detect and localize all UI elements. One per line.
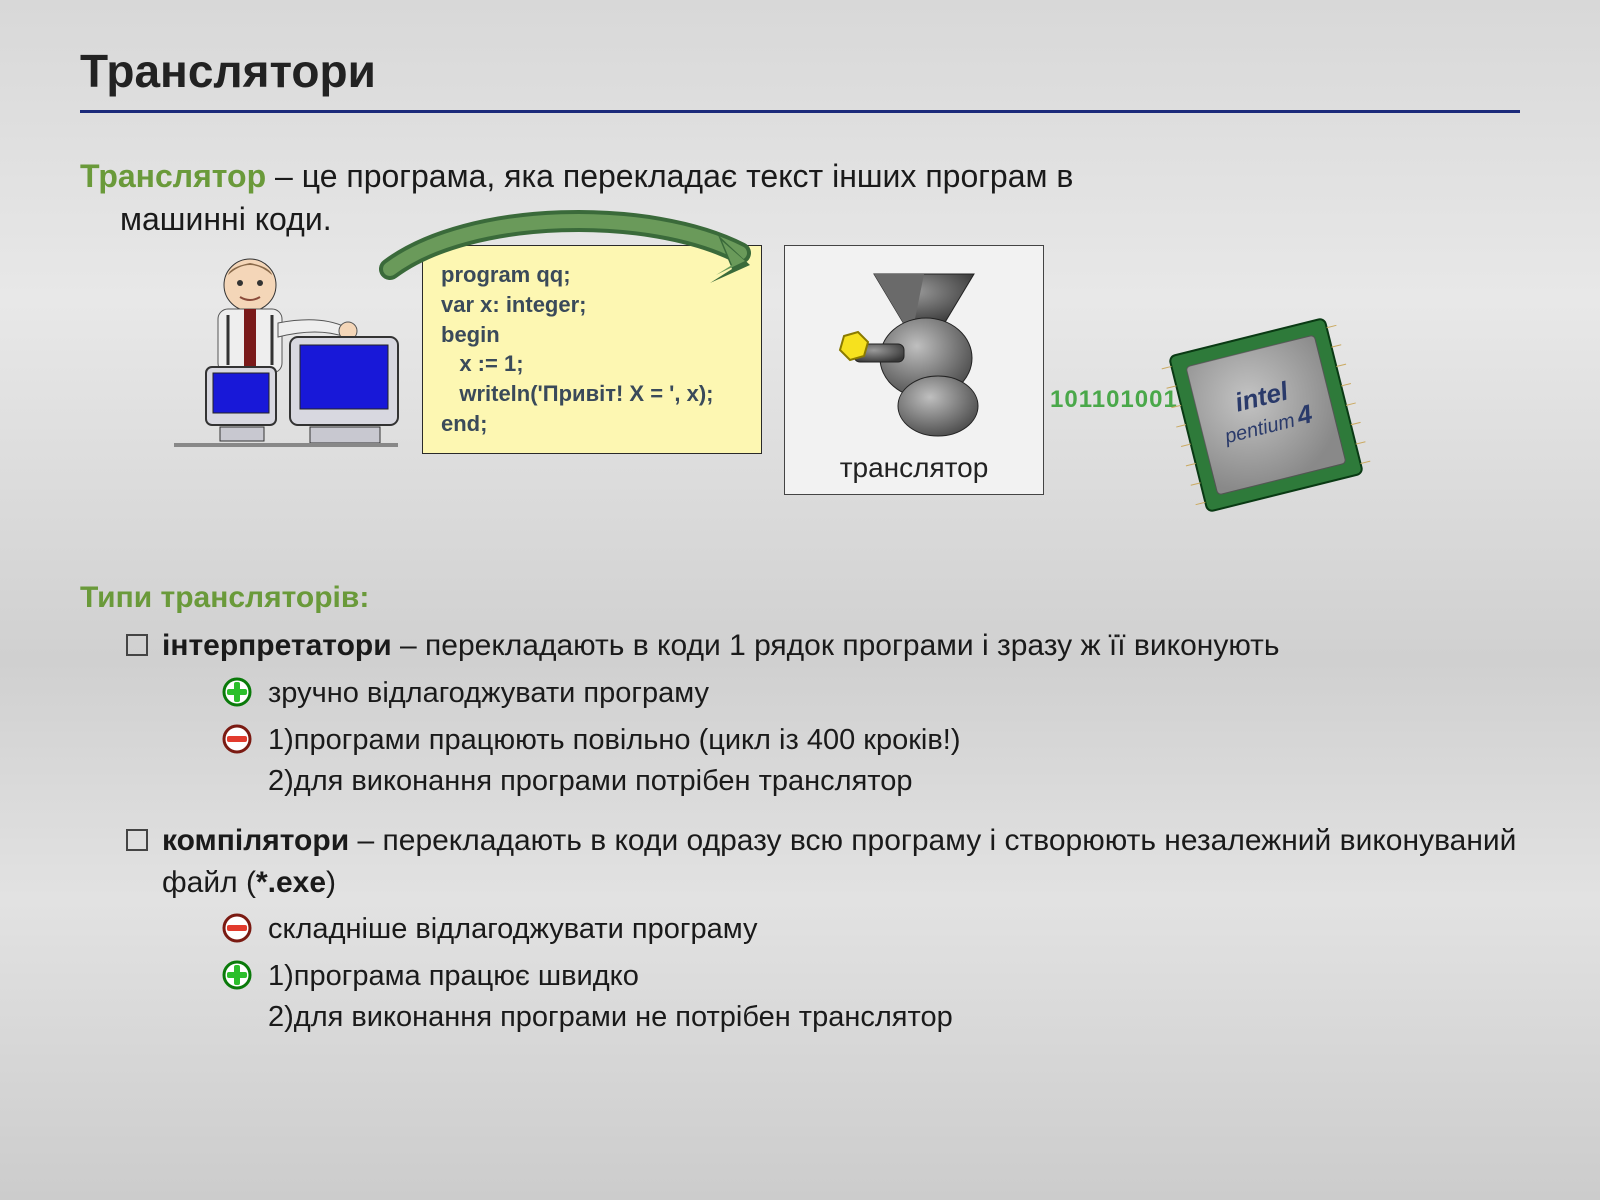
source-code-box: program qq; var x: integer; begin x := 1… [422, 245, 762, 453]
plus-icon [222, 960, 252, 990]
interpreters-rest: – перекладають в коди 1 рядок програми і… [392, 629, 1280, 662]
translator-box-label: транслятор [840, 452, 989, 484]
plus-icon [222, 677, 252, 707]
compilers-exe: *.exe [256, 866, 326, 899]
intro-paragraph: Транслятор – це програма, яка перекладає… [80, 155, 1520, 241]
cpu-chip-icon: intel pentium4 [1156, 305, 1376, 525]
compilers-plus-1: програма працює швидко [294, 960, 639, 992]
checkbox-icon [126, 829, 148, 851]
interpreters-term: інтерпретатори [162, 629, 392, 662]
compilers-minus-text: складніше відлагоджувати програму [268, 909, 757, 950]
interpreters-plus-row: зручно відлагоджувати програму [80, 673, 1520, 714]
compilers-rest-a: – перекладають в коди одразу всю програм… [162, 824, 1516, 898]
term-translator: Транслятор [80, 158, 266, 194]
interpreters-minus-1: програми працюють повільно (цикл із 400 … [294, 724, 961, 756]
illustration-row: program qq; var x: integer; begin x := 1… [170, 245, 1520, 525]
bullet-compilers: компілятори – перекладають в коди одразу… [80, 820, 1520, 903]
checkbox-icon [126, 634, 148, 656]
compilers-plus-row: 1)програма працює швидко 2)для виконання… [80, 956, 1520, 1038]
compilers-minus-row: складніше відлагоджувати програму [80, 909, 1520, 950]
bullet-compilers-text: компілятори – перекладають в коди одразу… [162, 820, 1520, 903]
bullet-interpreters-text: інтерпретатори – перекладають в коди 1 р… [162, 625, 1280, 666]
bullet-interpreters: інтерпретатори – перекладають в коди 1 р… [80, 625, 1520, 666]
slide-title: Транслятори [80, 44, 1520, 98]
grinder-icon [814, 266, 1014, 446]
types-subtitle: Типи трансляторів: [80, 581, 1520, 615]
minus-icon [222, 724, 252, 754]
person-computers-icon [170, 245, 400, 465]
compilers-term: компілятори [162, 824, 349, 857]
interpreters-plus-text: зручно відлагоджувати програму [268, 673, 709, 714]
compilers-plus-list: 1)програма працює швидко 2)для виконання… [268, 956, 953, 1038]
translator-box: транслятор 101101001 [784, 245, 1044, 495]
title-underline [80, 110, 1520, 113]
intro-line-2: машинні коди. [80, 198, 1520, 241]
minus-icon [222, 913, 252, 943]
intro-rest-1: – це програма, яка перекладає текст інши… [266, 158, 1073, 194]
interpreters-minus-row: 1)програми працюють повільно (цикл із 40… [80, 720, 1520, 802]
interpreters-minus-2: для виконання програми потрібен транслят… [294, 765, 913, 797]
compilers-plus-2: для виконання програми не потрібен транс… [294, 1001, 953, 1033]
interpreters-minus-list: 1)програми працюють повільно (цикл із 40… [268, 720, 960, 802]
compilers-rest-c: ) [326, 866, 336, 899]
